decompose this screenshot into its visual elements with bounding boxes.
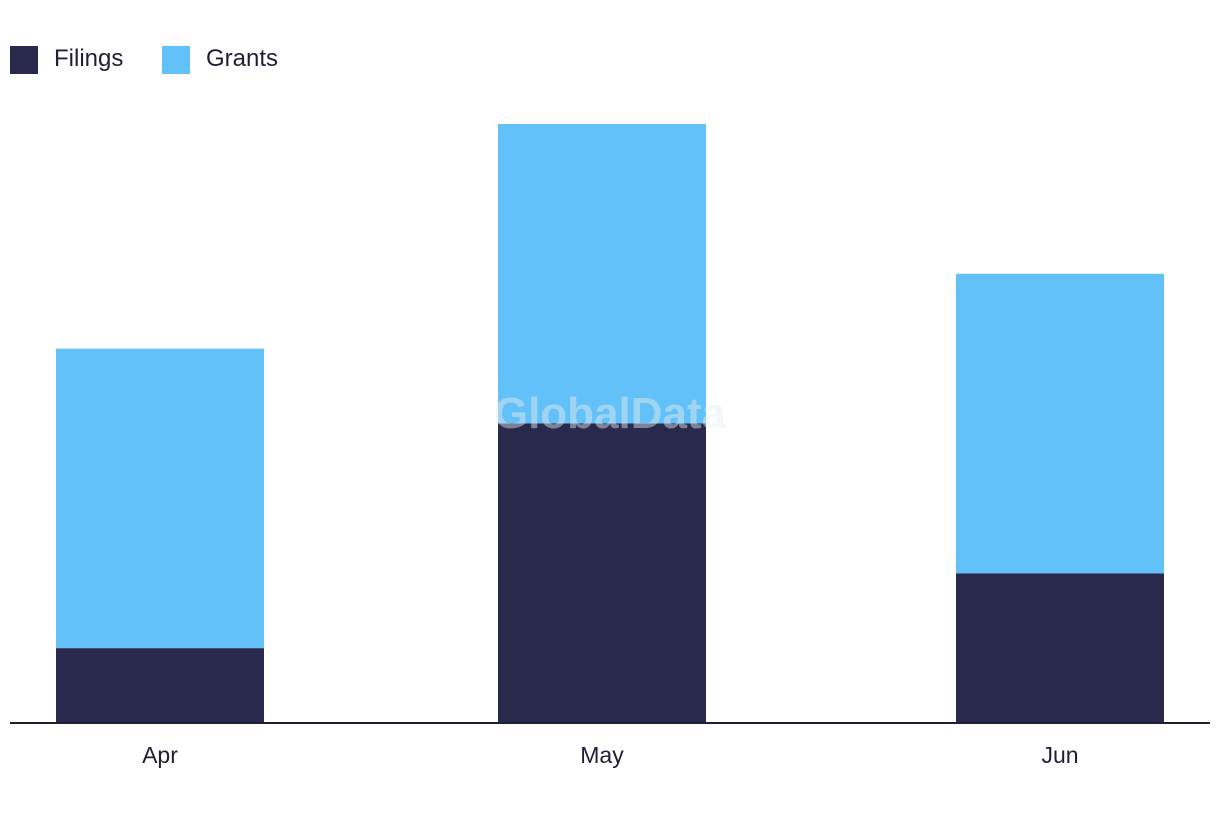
legend-label-grants: Grants [206, 45, 278, 72]
legend: Filings Grants [10, 45, 278, 74]
bars [56, 124, 1164, 723]
legend-swatch-grants [162, 46, 190, 74]
x-tick-label-apr: Apr [142, 742, 178, 768]
x-tick-labels: Apr May Jun [142, 742, 1078, 768]
bar-grants-jun [956, 273, 1164, 574]
watermark-text: GlobalData [494, 389, 727, 438]
x-tick-label-jun: Jun [1041, 742, 1078, 768]
legend-label-filings: Filings [54, 45, 123, 72]
legend-swatch-filings [10, 46, 38, 74]
bar-filings-may [498, 423, 706, 723]
bar-grants-apr [56, 348, 264, 649]
x-tick-label-may: May [580, 742, 624, 768]
bar-filings-jun [956, 573, 1164, 723]
bar-grants-may [498, 124, 706, 424]
bar-filings-apr [56, 648, 264, 723]
